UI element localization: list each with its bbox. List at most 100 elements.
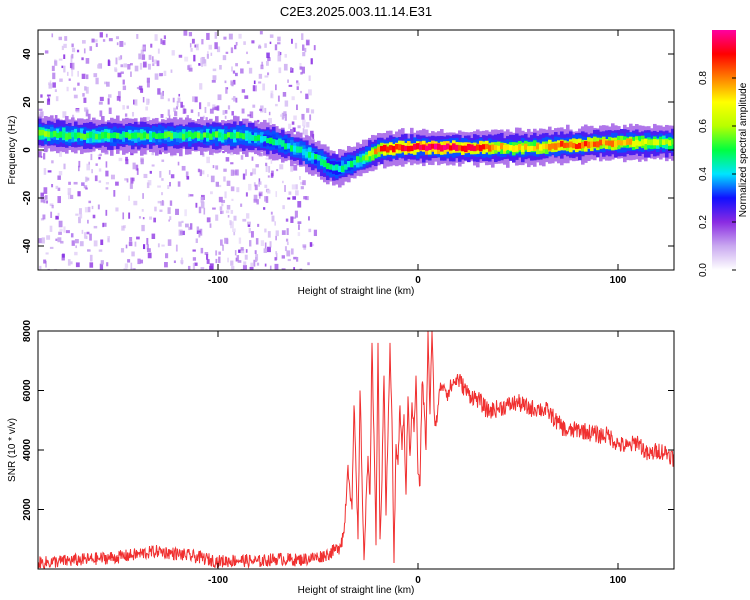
spectral-ridge-cell (308, 151, 312, 158)
noise-speck (78, 165, 80, 172)
noise-speck (259, 108, 262, 111)
noise-speck (138, 216, 142, 219)
spectral-ridge-cell (191, 132, 195, 139)
noise-speck (99, 110, 103, 117)
noise-speck (292, 196, 296, 200)
spectral-ridge-cell (503, 145, 507, 152)
spectral-ridge-cell (626, 138, 630, 145)
noise-speck (250, 172, 253, 176)
noise-speck (148, 63, 151, 70)
spectral-ridge-cell (101, 132, 105, 139)
noise-speck (167, 98, 170, 102)
noise-speck (108, 38, 113, 42)
noise-speck (83, 232, 87, 239)
spectral-ridge-cell (575, 144, 579, 149)
noise-speck (49, 246, 54, 249)
noise-speck (120, 248, 125, 253)
noise-speck (146, 237, 149, 245)
noise-speck (284, 100, 289, 107)
noise-speck (293, 267, 296, 270)
noise-speck (209, 263, 214, 270)
spectral-ridge-cell (383, 144, 387, 152)
noise-speck (274, 44, 278, 51)
noise-speck (280, 114, 283, 117)
noise-speck (40, 94, 43, 98)
noise-speck (247, 224, 251, 227)
noise-speck (188, 32, 193, 37)
noise-speck (131, 111, 135, 117)
noise-speck (168, 219, 170, 222)
noise-speck (50, 211, 53, 218)
noise-speck (221, 203, 224, 207)
noise-speck (300, 181, 304, 185)
noise-speck (293, 256, 297, 260)
noise-speck (125, 158, 129, 165)
spectral-ridge-cell (239, 132, 243, 139)
noise-speck (204, 106, 207, 114)
spectral-ridge-cell (587, 141, 591, 148)
noise-speck (130, 177, 134, 184)
spectral-ridge-cell (317, 154, 321, 161)
noise-speck (105, 33, 108, 38)
noise-speck (230, 260, 234, 266)
spectral-ridge-cell (221, 133, 225, 141)
noise-speck (128, 212, 131, 219)
noise-speck (141, 224, 145, 232)
noise-speck (308, 89, 312, 96)
spectral-ridge-cell (374, 148, 378, 155)
noise-speck (51, 205, 54, 209)
noise-speck (146, 81, 150, 88)
noise-speck (120, 64, 124, 68)
noise-speck (201, 63, 203, 67)
noise-speck (66, 71, 69, 76)
noise-speck (161, 159, 165, 162)
noise-speck (301, 113, 305, 120)
noise-speck (215, 181, 219, 187)
spectral-ridge-cell (656, 139, 660, 146)
noise-speck (100, 239, 104, 246)
noise-speck (85, 86, 89, 94)
spectral-ridge-cell (398, 144, 402, 151)
noise-speck (199, 169, 202, 177)
noise-speck (157, 243, 160, 248)
spectral-ridge-cell (524, 143, 528, 150)
spectral-ridge-cell (227, 132, 231, 138)
noise-speck (43, 187, 48, 194)
noise-speck (241, 108, 245, 114)
spectral-ridge-cell (74, 132, 78, 139)
noise-speck (294, 42, 298, 49)
noise-speck (93, 240, 98, 247)
noise-speck (151, 233, 156, 240)
noise-speck (133, 200, 138, 206)
noise-speck (115, 207, 119, 212)
spectral-ridge-cell (389, 145, 393, 151)
spectral-ridge-cell (647, 139, 651, 146)
spectrogram-ticks: -100 0 100 -40 -20 0 20 40 (22, 30, 674, 286)
noise-speck (115, 181, 119, 186)
noise-speck (236, 187, 240, 193)
noise-speck (214, 106, 219, 111)
noise-speck (184, 56, 189, 62)
y-tick-label: -20 (22, 190, 33, 205)
noise-speck (225, 51, 229, 54)
noise-speck (240, 155, 244, 160)
noise-speck (143, 173, 148, 179)
snr-series-line (38, 331, 674, 569)
spectral-ridge-cell (512, 145, 516, 153)
noise-speck (291, 121, 295, 125)
noise-speck (244, 254, 248, 260)
noise-speck (240, 68, 244, 74)
noise-speck (57, 196, 61, 204)
noise-speck (75, 245, 78, 249)
spectral-ridge-cell (638, 141, 642, 147)
noise-speck (275, 230, 279, 237)
noise-speck (70, 233, 74, 238)
spectral-ridge-cell (653, 139, 657, 146)
noise-speck (164, 262, 168, 268)
spectral-ridge-cell (401, 144, 405, 152)
noise-speck (198, 232, 201, 238)
noise-speck (296, 82, 300, 86)
spectral-ridge-cell (50, 131, 54, 138)
noise-speck (218, 196, 223, 203)
noise-speck (125, 156, 128, 161)
